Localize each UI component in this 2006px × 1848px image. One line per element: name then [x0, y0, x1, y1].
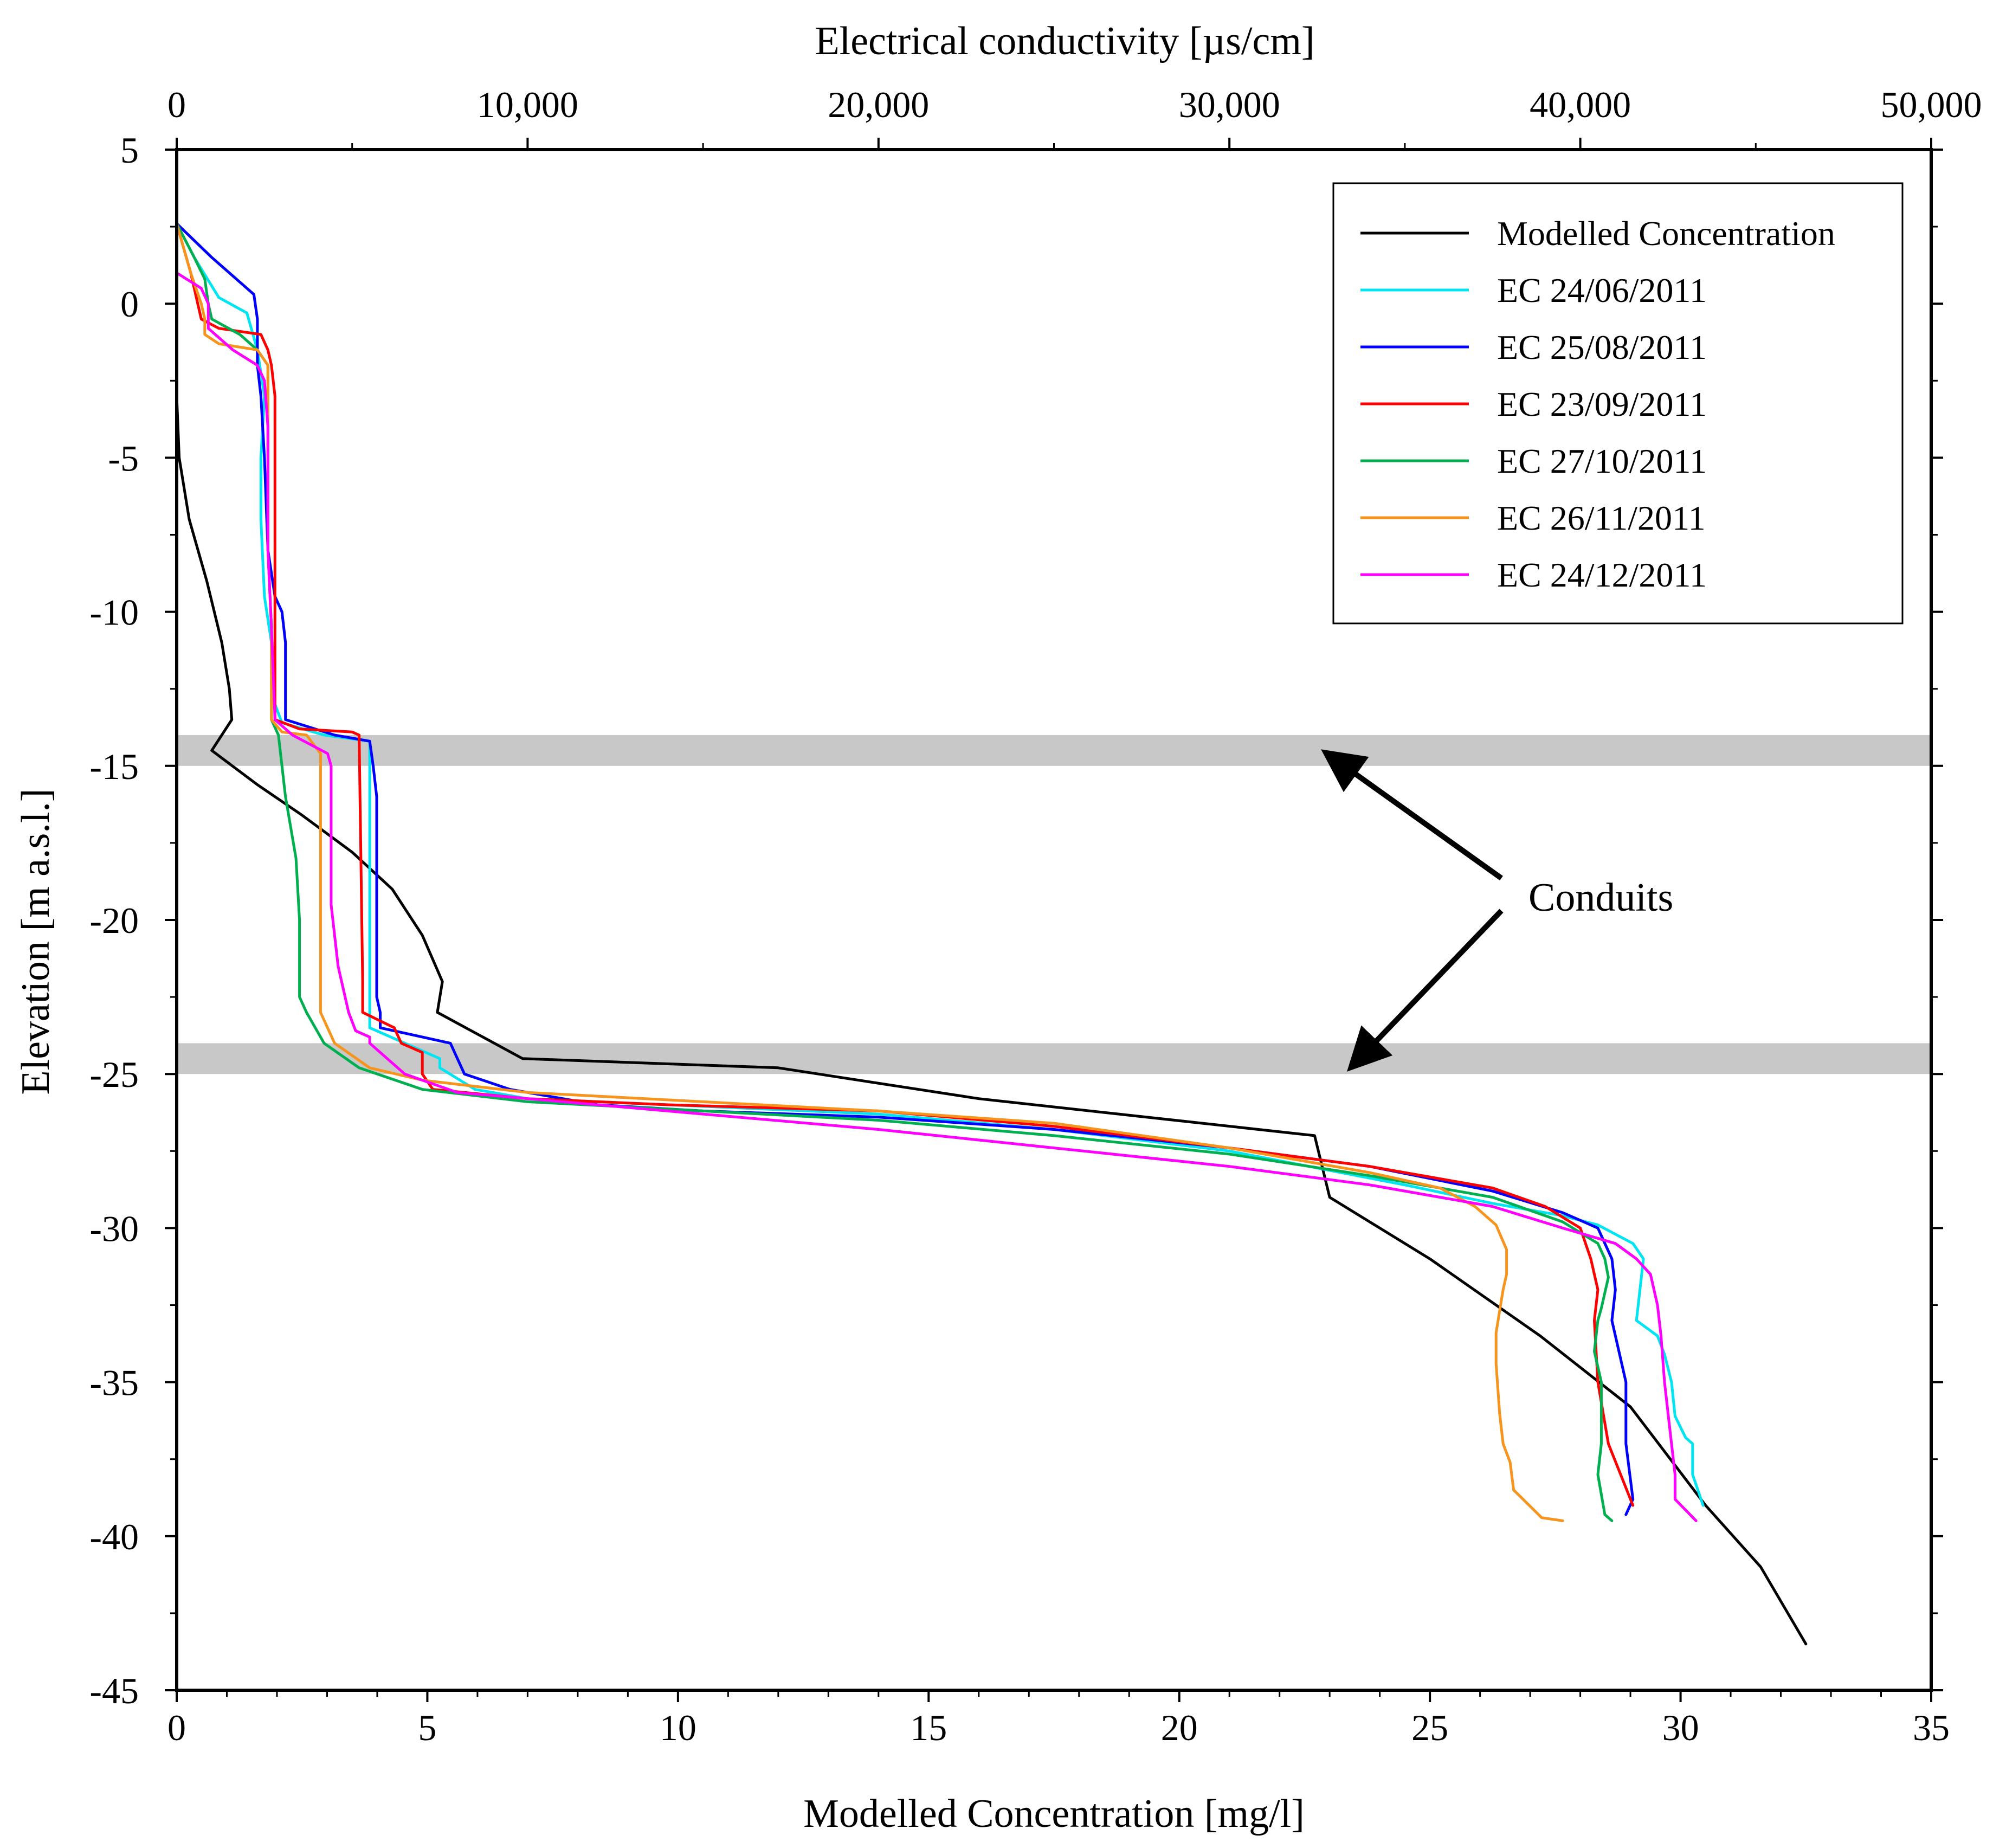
x-bottom-tick-label: 20	[1161, 1707, 1198, 1748]
series-line-0	[175, 222, 1808, 1646]
y-tick-label: -35	[89, 1362, 139, 1403]
x-bottom-tick-label: 10	[660, 1707, 696, 1748]
legend-label: EC 24/06/2011	[1497, 271, 1707, 310]
series-lines	[175, 222, 1808, 1646]
x-bottom-tick-label: 25	[1411, 1707, 1448, 1748]
x-bottom-tick-label: 5	[418, 1707, 436, 1748]
x-bottom-tick-label: 15	[910, 1707, 947, 1748]
x-top-tick-label: 40,000	[1530, 84, 1631, 125]
x-top-tick-label: 50,000	[1881, 84, 1982, 125]
series-line-6	[175, 222, 1698, 1522]
conduit-arrow-lower	[1346, 909, 1504, 1072]
x-bottom-tick-label: 0	[167, 1707, 186, 1748]
y-tick-label: 5	[120, 130, 139, 171]
tick-labels: 0 5 10 15 20 25 30 350 10,000 20,000 30,000 40,000 5…	[89, 84, 1982, 1748]
legend-label: EC 24/12/2011	[1497, 556, 1707, 594]
y-tick-label: -25	[89, 1054, 139, 1095]
series-line-2	[175, 222, 1635, 1516]
x-top-tick-label: 10,000	[477, 84, 578, 125]
y-tick-label: -5	[108, 437, 139, 479]
y-tick-label: -40	[89, 1516, 139, 1557]
y-tick-label: -10	[89, 592, 139, 633]
x-bottom-axis-title: Modelled Concentration [mg/l]	[803, 1792, 1305, 1836]
x-top-tick-label: 30,000	[1179, 84, 1280, 125]
plot-frame	[175, 148, 1933, 1692]
legend-label: EC 25/08/2011	[1497, 328, 1707, 366]
x-top-tick-label: 20,000	[828, 84, 929, 125]
y-tick-label: -20	[89, 900, 139, 941]
conduit-arrow-upper	[1321, 749, 1503, 881]
conduit-band	[177, 735, 1931, 766]
conduit-bands	[177, 735, 1931, 1074]
legend-label: EC 26/11/2011	[1497, 499, 1706, 537]
conduits-annotation: Conduits	[1321, 749, 1673, 1072]
x-top-tick-label: 0	[167, 84, 186, 125]
conduits-label: Conduits	[1528, 875, 1673, 920]
y-tick-label: -15	[89, 746, 139, 787]
series-line-5	[175, 222, 1564, 1522]
legend-label: Modelled Concentration	[1497, 214, 1835, 253]
x-top-axis-title: Electrical conductivity [µs/cm]	[815, 19, 1314, 63]
y-tick-label: 0	[120, 284, 139, 325]
y-tick-label: -30	[89, 1208, 139, 1249]
y-axis-title: Elevation [m a.s.l.]	[14, 788, 58, 1094]
conduit-band	[177, 1043, 1931, 1074]
axis-ticks	[165, 138, 1943, 1702]
legend-label: EC 27/10/2011	[1497, 442, 1707, 480]
x-bottom-tick-label: 30	[1662, 1707, 1699, 1748]
y-tick-label: -45	[89, 1670, 139, 1711]
legend-label: EC 23/09/2011	[1497, 385, 1707, 423]
legend: Modelled Concentration EC 24/06/2011 EC 25…	[1332, 182, 1904, 624]
series-line-3	[175, 222, 1635, 1507]
x-bottom-tick-label: 35	[1913, 1707, 1950, 1748]
